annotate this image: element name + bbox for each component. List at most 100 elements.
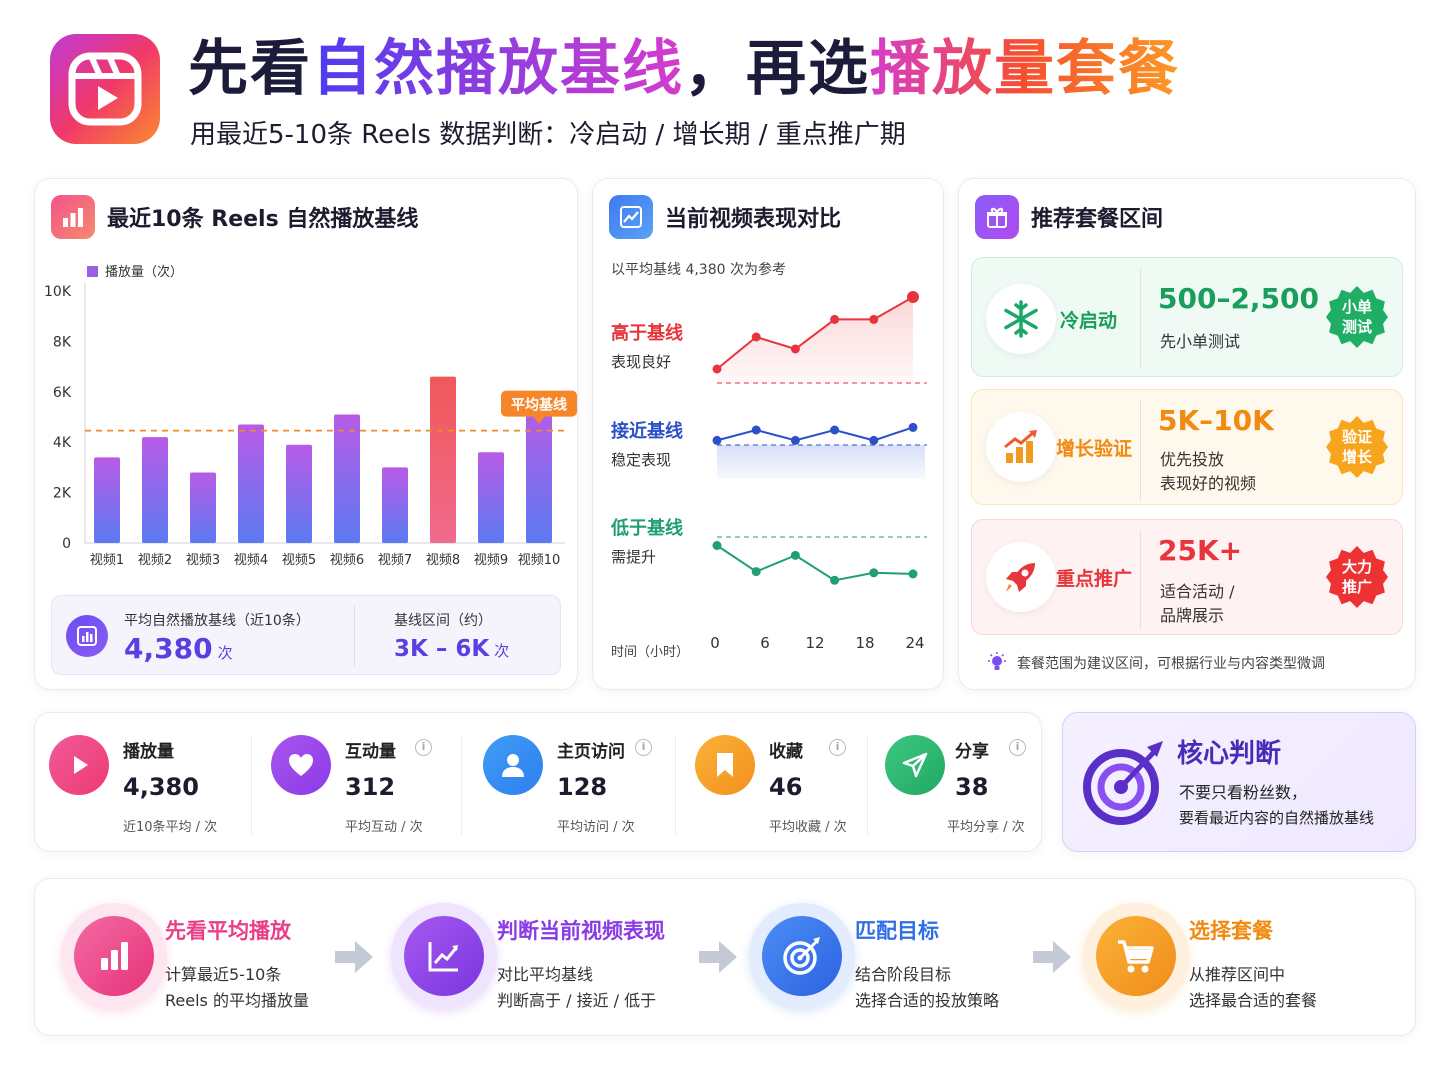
- plan-name: 冷启动: [1060, 310, 1118, 332]
- compare-card: 当前视频表现对比 以平均基线 4,380 次为参考 高于基线 表现良好 接近基线…: [592, 178, 944, 690]
- range-value: 3K – 6K 次: [394, 636, 510, 662]
- point-above: [790, 344, 800, 354]
- line-chart-icon: [609, 195, 653, 239]
- row-near: 接近基线 稳定表现: [611, 417, 683, 470]
- plan-growth[interactable]: 增长验证 5K–10K 优先投放 表现好的视频 验证 增长: [971, 389, 1403, 505]
- x-tick-label: 视频7: [378, 553, 412, 568]
- line-chart-icon: [404, 916, 484, 996]
- y-tick-label: 6K: [53, 385, 72, 401]
- core-title: 核心判断: [1177, 739, 1282, 769]
- area-above: [717, 297, 913, 383]
- x-tick-label: 视频4: [234, 553, 268, 568]
- compare-line-charts: 0 6 12 18 24: [710, 291, 927, 652]
- step-title: 匹配目标: [855, 919, 939, 943]
- row-near-title: 接近基线: [611, 421, 683, 442]
- x-tick-label: 0: [710, 634, 720, 652]
- plan-desc: 优先投放: [1160, 450, 1225, 469]
- step-line1: 计算最近5-10条: [165, 965, 282, 984]
- metric-sub: 近10条平均 / 次: [123, 820, 218, 835]
- plan-badge: 大力 推广: [1326, 546, 1388, 608]
- metric-sub: 平均收藏 / 次: [769, 820, 847, 835]
- bar: [190, 472, 216, 543]
- point-above: [751, 332, 761, 342]
- x-tick-label: 视频8: [426, 553, 460, 568]
- metric-sub: 平均访问 / 次: [557, 820, 635, 835]
- row-near-desc: 稳定表现: [611, 451, 672, 469]
- point-below: [830, 575, 840, 585]
- cart-icon: [1096, 916, 1176, 996]
- step-line2: 选择最合适的套餐: [1189, 991, 1318, 1010]
- baseline-tag: 平均基线: [501, 390, 577, 424]
- metric-label: 播放量: [123, 742, 174, 762]
- rocket-icon: [986, 542, 1056, 612]
- plans-card: 推荐套餐区间 冷启动 500–2,500 先小单测试 小单 测试 增长验证 5K–…: [958, 178, 1416, 690]
- bar: [334, 414, 360, 543]
- info-icon[interactable]: i: [829, 739, 846, 756]
- metric-value: 38: [955, 773, 989, 801]
- row-above-desc: 表现良好: [611, 353, 672, 371]
- bar: [430, 376, 456, 543]
- plans-tip: 套餐范围为建议区间，可根据行业与内容类型微调: [985, 651, 1325, 675]
- info-icon[interactable]: i: [635, 739, 652, 756]
- compare-x-label: 时间（小时）: [611, 645, 690, 660]
- metric-sub: 平均分享 / 次: [947, 820, 1025, 835]
- point-below: [712, 541, 722, 550]
- core-line1: 不要只看粉丝数，: [1179, 783, 1308, 802]
- metric-value: 46: [769, 773, 803, 801]
- point-near: [908, 422, 918, 432]
- metric-shares: 分享 i 38 平均分享 / 次: [885, 723, 1035, 843]
- core-line2: 要看最近内容的自然播放基线: [1179, 809, 1375, 827]
- point-near: [869, 435, 879, 445]
- bar: [142, 437, 168, 543]
- page-subtitle: 用最近5-10条 Reels 数据判断：冷启动 / 增长期 / 重点推广期: [190, 120, 906, 150]
- info-icon[interactable]: i: [1009, 739, 1026, 756]
- point-below: [869, 568, 879, 578]
- growth-chart-icon: [986, 412, 1056, 482]
- bar: [94, 457, 120, 543]
- y-tick-label: 8K: [53, 334, 72, 350]
- baseline-tag-label: 平均基线: [511, 397, 567, 414]
- metric-views: 播放量 4,380 近10条平均 / 次: [49, 723, 249, 843]
- reels-logo-icon: [68, 52, 142, 126]
- plan-desc: 先小单测试: [1160, 332, 1241, 351]
- plans-card-title: 推荐套餐区间: [1031, 207, 1164, 232]
- avg-icon: [66, 615, 108, 657]
- step-line2: Reels 的平均播放量: [165, 991, 309, 1010]
- plan-range: 500–2,500: [1158, 282, 1320, 315]
- plan-range: 5K–10K: [1158, 404, 1274, 437]
- metric-label: 收藏: [769, 742, 803, 762]
- plan-cold-start[interactable]: 冷启动 500–2,500 先小单测试 小单 测试: [971, 257, 1403, 377]
- info-icon[interactable]: i: [415, 739, 432, 756]
- plan-desc-2: 表现好的视频: [1160, 474, 1257, 493]
- x-tick-label: 18: [855, 634, 874, 652]
- step-title: 判断当前视频表现: [497, 919, 665, 943]
- step-line2: 选择合适的投放策略: [855, 991, 1000, 1010]
- metric-profile-visits: 主页访问 i 128 平均访问 / 次: [483, 723, 683, 843]
- send-icon: [885, 735, 945, 795]
- x-tick-label: 视频1: [90, 553, 124, 568]
- baseline-tag-pointer: [533, 416, 545, 424]
- line-below: [716, 544, 914, 582]
- y-tick-label: 10K: [44, 284, 72, 300]
- x-tick-label: 视频6: [330, 553, 364, 568]
- plan-promotion[interactable]: 重点推广 25K+ 适合活动 / 品牌展示 大力 推广: [971, 519, 1403, 635]
- bar: [478, 452, 504, 543]
- row-above-title: 高于基线: [611, 323, 683, 344]
- baseline-card: 最近10条 Reels 自然播放基线 播放量（次） 0 2K 4K 6K 8K 10K 视频1…: [34, 178, 578, 690]
- user-icon: [483, 735, 543, 795]
- step-title: 选择套餐: [1189, 919, 1273, 943]
- y-tick-label: 0: [62, 536, 71, 552]
- x-tick-label: 视频5: [282, 553, 316, 568]
- bar: [526, 404, 552, 543]
- bar: [286, 444, 312, 543]
- bar-chart-icon: [74, 916, 154, 996]
- bar: [238, 424, 264, 543]
- row-below-title: 低于基线: [611, 518, 683, 539]
- plan-desc: 适合活动 /: [1160, 582, 1235, 601]
- y-tick-label: 4K: [53, 435, 72, 451]
- bookmark-icon: [695, 735, 755, 795]
- core-judgment-card: 核心判断 不要只看粉丝数， 要看最近内容的自然播放基线: [1062, 712, 1416, 852]
- metric-value: 128: [557, 773, 608, 801]
- metric-engagement: 互动量 i 312 平均互动 / 次: [271, 723, 471, 843]
- point-above: [869, 314, 879, 324]
